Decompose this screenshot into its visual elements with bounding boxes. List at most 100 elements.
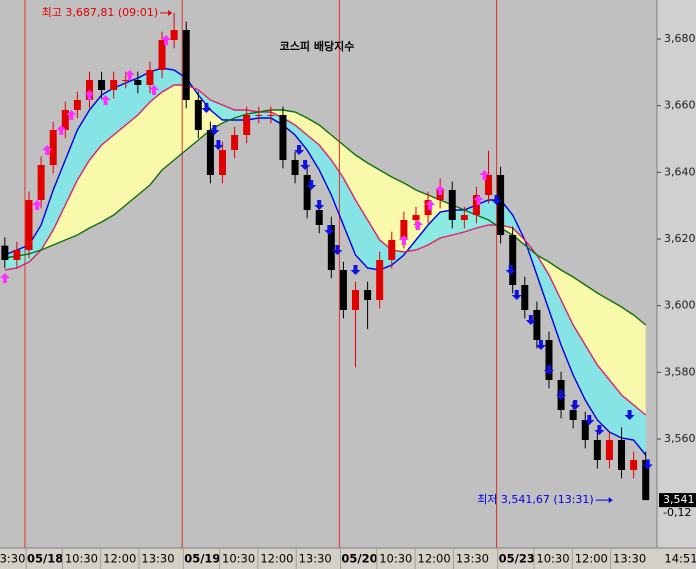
- buy-signal: [435, 185, 446, 195]
- buy-signal: [0, 273, 10, 283]
- moving-average-line: [4, 109, 647, 326]
- candle-body: [376, 260, 384, 300]
- x-tick-label: 10:30: [379, 552, 412, 566]
- candle-body: [291, 160, 299, 175]
- candle-body: [400, 220, 408, 240]
- candle-body: [206, 130, 214, 175]
- candle-body: [509, 235, 517, 285]
- sell-signal: [525, 315, 536, 325]
- sell-signal: [201, 103, 212, 113]
- candle-body: [485, 175, 493, 195]
- x-tick-label: 13:30: [299, 552, 332, 566]
- candle-body: [98, 80, 106, 90]
- candle-body: [25, 200, 33, 250]
- sell-signal: [556, 390, 567, 400]
- candle-body: [388, 240, 396, 260]
- candle-body: [497, 175, 505, 235]
- candle-body: [110, 80, 118, 90]
- candle-body: [339, 270, 347, 310]
- x-tick-label: 10:30: [65, 552, 98, 566]
- sell-signal: [324, 225, 335, 235]
- x-tick-label: 05/19: [184, 552, 220, 566]
- candle-body: [630, 460, 638, 470]
- time-label: 14:51: [664, 552, 696, 566]
- candle-body: [158, 40, 166, 70]
- buy-signal: [100, 95, 111, 105]
- candle-body: [315, 210, 323, 225]
- buy-signal: [161, 35, 172, 45]
- sell-signal: [314, 200, 325, 210]
- sell-signal: [294, 145, 305, 155]
- chart-title: 코스피 배당지수: [280, 39, 355, 53]
- candle-body: [569, 410, 577, 420]
- x-axis-area: [0, 548, 696, 569]
- sell-signal: [624, 410, 635, 420]
- x-tick-label: 10:30: [222, 552, 255, 566]
- sell-signal: [350, 265, 361, 275]
- candle-body: [521, 285, 529, 310]
- sell-signal: [213, 140, 224, 150]
- sell-signal: [642, 459, 653, 470]
- candle-body: [61, 110, 69, 130]
- x-tick-label: 13:30: [456, 552, 489, 566]
- sell-signal: [594, 425, 605, 435]
- buy-signal: [412, 220, 423, 230]
- sell-signal: [535, 340, 546, 350]
- y-tick-label: 3,600: [664, 299, 696, 312]
- candle-body: [364, 290, 372, 300]
- sell-signal: [511, 290, 522, 300]
- candle-body: [194, 100, 202, 130]
- low-arrow-head: [608, 497, 613, 504]
- candle-body: [642, 460, 650, 501]
- y-tick-label: 3,560: [664, 432, 696, 445]
- candle-body: [73, 100, 81, 110]
- sell-signal: [543, 365, 554, 375]
- candle-body: [255, 115, 263, 116]
- sell-signal: [306, 180, 317, 190]
- y-tick-label: 3,660: [664, 99, 696, 112]
- x-tick-label: 05/20: [341, 552, 377, 566]
- candle-body: [424, 200, 432, 215]
- buy-signal: [84, 90, 95, 100]
- candle-body: [1, 245, 9, 260]
- candle-body: [37, 165, 45, 200]
- candle-body: [327, 225, 335, 270]
- buy-signal: [42, 145, 53, 155]
- buy-signal: [124, 70, 135, 80]
- y-axis-area: [657, 0, 696, 548]
- sell-signal: [570, 400, 581, 410]
- sell-signal: [505, 265, 516, 275]
- buy-signal: [398, 235, 409, 245]
- sell-signal: [209, 125, 220, 135]
- candle-body: [581, 420, 589, 440]
- last-price-box: [659, 493, 696, 508]
- candle-body: [545, 340, 553, 380]
- high-annotation: 최고 3,687,81 (09:01): [42, 6, 159, 19]
- candle-body: [122, 80, 130, 81]
- high-arrow-head: [168, 9, 173, 16]
- x-tick-label: 12:00: [575, 552, 608, 566]
- candle-body: [49, 130, 57, 165]
- last-price-label: 3,541: [663, 493, 695, 506]
- buy-signal: [66, 110, 77, 120]
- candle-body: [618, 440, 626, 470]
- y-tick-label: 3,580: [664, 365, 696, 378]
- moving-average-line: [4, 84, 647, 416]
- x-tick-label: 13:30: [613, 552, 646, 566]
- sell-signal: [584, 415, 595, 425]
- x-tick-label: 05/18: [27, 552, 63, 566]
- candle-body: [593, 440, 601, 460]
- candle-body: [243, 115, 251, 135]
- candle-body: [412, 215, 420, 220]
- candle-body: [352, 290, 360, 310]
- x-tick-label: 12:00: [103, 552, 136, 566]
- sell-signal: [332, 245, 343, 255]
- sell-signal: [300, 160, 311, 170]
- buy-signal: [32, 200, 43, 210]
- x-tick-label: 13:30: [0, 552, 25, 566]
- candle-body: [13, 250, 21, 260]
- candle-body: [472, 195, 480, 215]
- change-label: -0,12: [663, 506, 691, 519]
- candle-body: [218, 150, 226, 175]
